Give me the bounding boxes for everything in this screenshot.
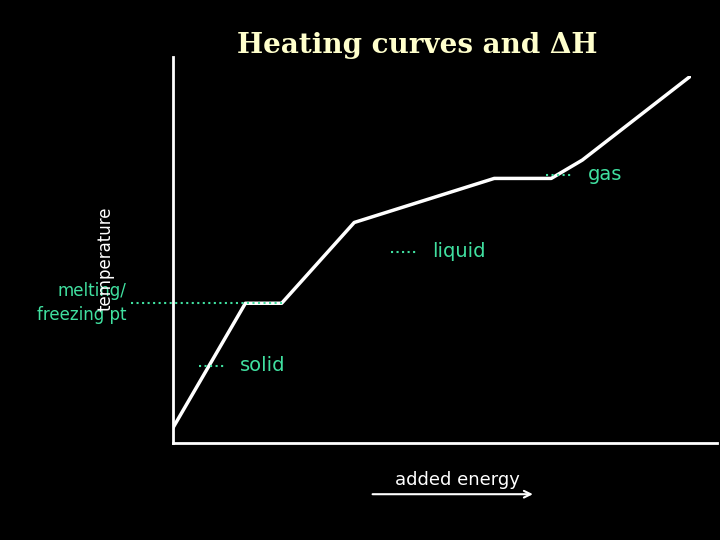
Text: melting/
freezing pt: melting/ freezing pt (37, 282, 126, 324)
Text: liquid: liquid (432, 242, 485, 261)
Text: solid: solid (240, 356, 286, 375)
Text: Heating curves and ΔH: Heating curves and ΔH (238, 32, 598, 59)
Text: gas: gas (588, 165, 622, 184)
Text: added energy: added energy (395, 470, 521, 489)
FancyArrowPatch shape (372, 491, 531, 497)
Text: temperature: temperature (96, 207, 114, 312)
